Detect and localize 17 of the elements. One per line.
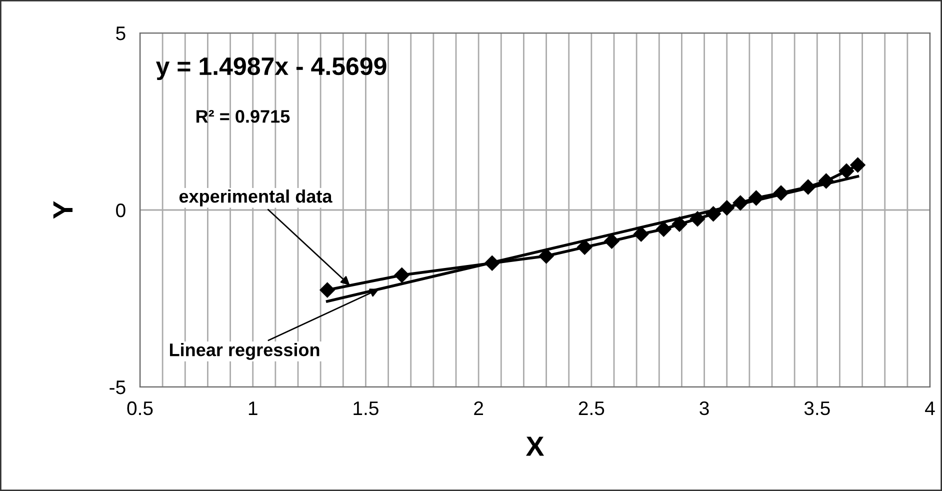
y-tick-label: 5 (116, 26, 126, 40)
x-tick-label: 3.5 (804, 401, 830, 416)
annotation: experimental data (179, 189, 332, 206)
annotation: R² = 0.9715 (196, 110, 290, 123)
y-tick-label: -5 (110, 380, 126, 394)
annotation: y = 1.4987x - 4.5699 (156, 57, 386, 80)
x-tick-label: 0.5 (127, 401, 153, 416)
x-tick-label: 2 (474, 401, 484, 415)
y-axis-title: Y (53, 201, 73, 219)
x-tick-label: 2.5 (578, 401, 604, 416)
x-tick-label: 3 (700, 401, 709, 416)
x-tick-label: 1 (248, 402, 258, 415)
y-tick-label: 0 (116, 203, 126, 218)
x-tick-label: 4 (925, 402, 935, 415)
x-tick-label: 1.5 (354, 402, 378, 416)
annotation: Linear regression (170, 342, 320, 360)
x-axis-title: X (526, 436, 544, 456)
